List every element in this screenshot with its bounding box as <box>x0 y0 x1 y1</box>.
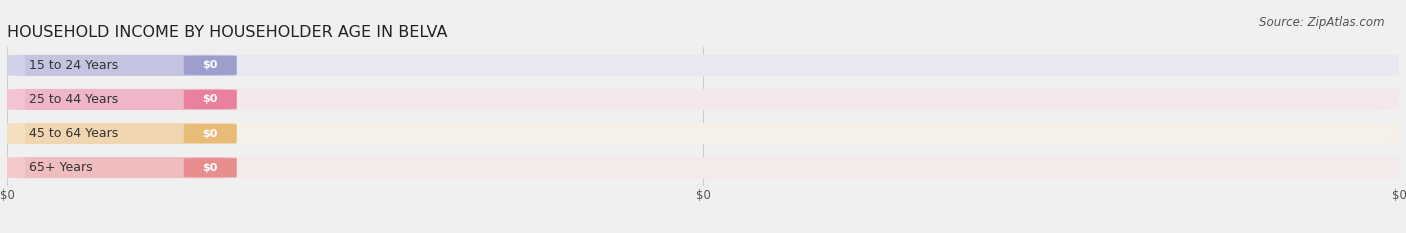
FancyBboxPatch shape <box>4 89 28 110</box>
FancyBboxPatch shape <box>184 124 236 143</box>
FancyBboxPatch shape <box>7 123 1399 144</box>
FancyBboxPatch shape <box>4 55 28 76</box>
FancyBboxPatch shape <box>7 157 1399 178</box>
FancyBboxPatch shape <box>7 55 1399 76</box>
Text: $0: $0 <box>202 129 218 139</box>
Text: 15 to 24 Years: 15 to 24 Years <box>30 59 118 72</box>
FancyBboxPatch shape <box>7 89 236 110</box>
FancyBboxPatch shape <box>4 157 28 178</box>
Text: 25 to 44 Years: 25 to 44 Years <box>30 93 118 106</box>
FancyBboxPatch shape <box>7 55 236 76</box>
Text: 45 to 64 Years: 45 to 64 Years <box>30 127 118 140</box>
Text: $0: $0 <box>202 94 218 104</box>
FancyBboxPatch shape <box>7 157 236 178</box>
Text: $0: $0 <box>202 163 218 173</box>
Text: $0: $0 <box>202 60 218 70</box>
FancyBboxPatch shape <box>184 56 236 75</box>
FancyBboxPatch shape <box>184 90 236 109</box>
Text: Source: ZipAtlas.com: Source: ZipAtlas.com <box>1260 16 1385 29</box>
FancyBboxPatch shape <box>184 158 236 177</box>
FancyBboxPatch shape <box>4 123 28 144</box>
Text: 65+ Years: 65+ Years <box>30 161 93 174</box>
Text: HOUSEHOLD INCOME BY HOUSEHOLDER AGE IN BELVA: HOUSEHOLD INCOME BY HOUSEHOLDER AGE IN B… <box>7 25 447 40</box>
FancyBboxPatch shape <box>7 123 236 144</box>
FancyBboxPatch shape <box>7 89 1399 110</box>
